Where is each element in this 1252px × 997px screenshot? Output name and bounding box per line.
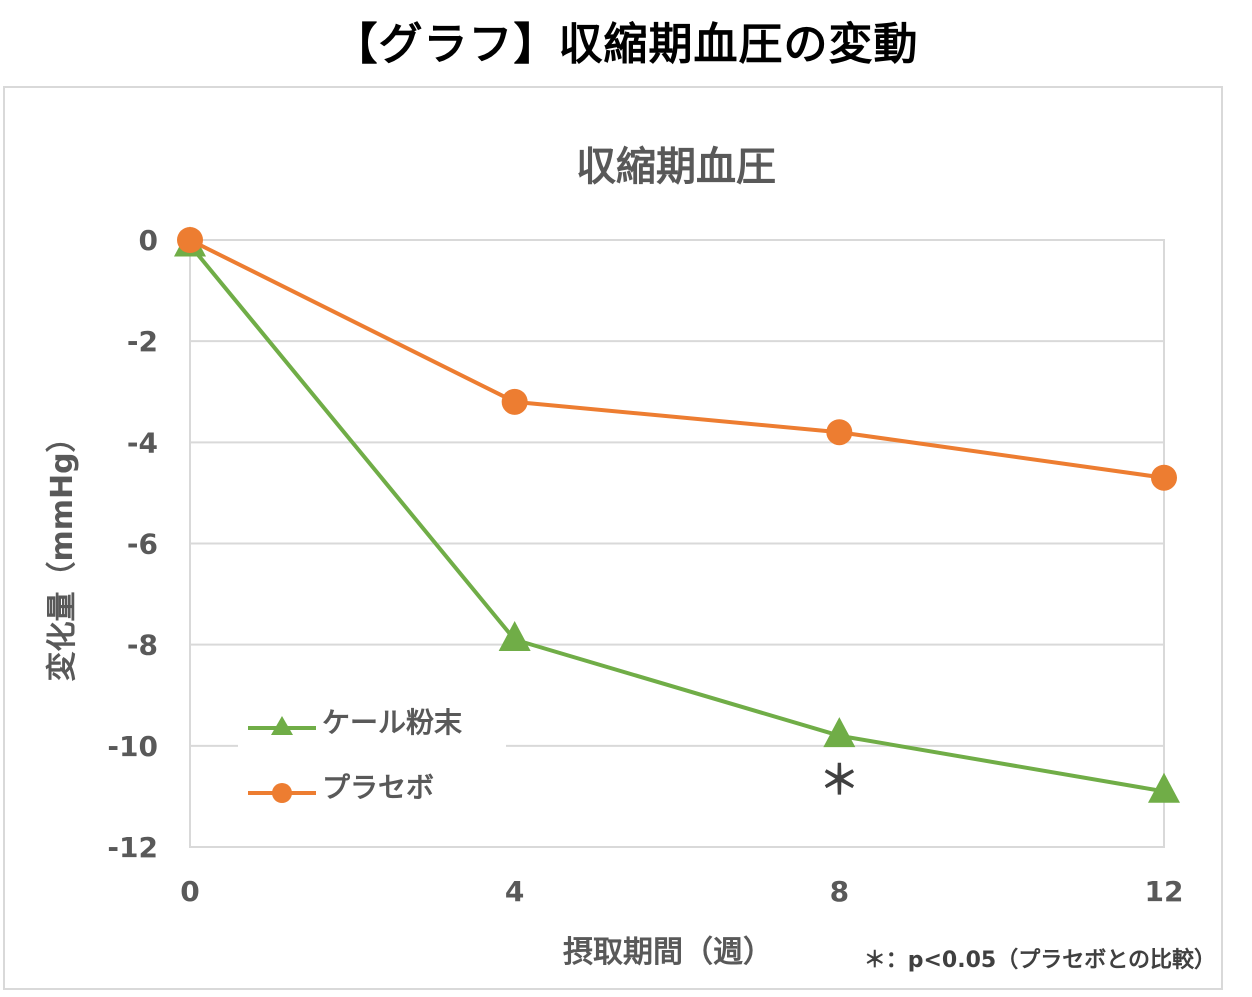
series-line <box>189 238 1165 480</box>
legend-item-placebo: プラセボ <box>248 771 434 804</box>
series-layer <box>174 226 1180 803</box>
data-point-circle <box>501 388 528 415</box>
y-axis-label: 変化量（mmHg） <box>45 422 80 681</box>
chart-frame <box>3 86 1223 990</box>
x-axis-label: 摂取期間（週） <box>563 935 773 970</box>
significance-marker: ＊ <box>819 758 859 804</box>
data-point-triangle <box>823 717 856 748</box>
series-line <box>188 243 1165 794</box>
data-point-triangle <box>498 621 531 652</box>
x-tick-label: 0 <box>180 875 199 908</box>
x-axis-ticks: 0 4 8 12 <box>180 875 1183 908</box>
legend-label-placebo: プラセボ <box>322 771 434 804</box>
y-tick-label: -10 <box>107 730 158 763</box>
page-title: 【グラフ】収縮期血圧の変動 <box>333 19 919 70</box>
legend: ケール粉末 プラセボ <box>238 695 506 820</box>
data-point-circle <box>177 227 203 253</box>
data-point-circle <box>826 419 853 446</box>
chart-title: 収縮期血圧 <box>576 144 776 190</box>
y-axis-ticks: 0 -2 -4 -6 -8 -10 -12 <box>107 224 158 864</box>
x-tick-label: 8 <box>830 875 849 908</box>
x-tick-label: 4 <box>505 875 524 908</box>
series-placebo <box>177 227 1177 491</box>
legend-marker-circle-icon <box>272 783 292 803</box>
y-tick-label: 0 <box>139 224 158 257</box>
legend-item-kale: ケール粉末 <box>248 706 462 739</box>
legend-marker-triangle-icon <box>271 716 293 735</box>
y-tick-label: -8 <box>127 629 158 662</box>
y-tick-label: -4 <box>127 426 158 459</box>
legend-label-kale: ケール粉末 <box>322 706 462 739</box>
y-tick-label: -2 <box>127 325 158 358</box>
y-tick-label: -12 <box>107 831 158 864</box>
x-tick-label: 12 <box>1145 875 1184 908</box>
gridlines <box>190 340 1164 747</box>
data-point-triangle <box>1148 772 1180 803</box>
footnote: ＊：p<0.05（プラセボとの比較） <box>864 947 1216 973</box>
annotation-layer: ＊ <box>819 758 859 804</box>
y-tick-label: -6 <box>127 528 158 561</box>
data-point-circle <box>1151 464 1177 491</box>
